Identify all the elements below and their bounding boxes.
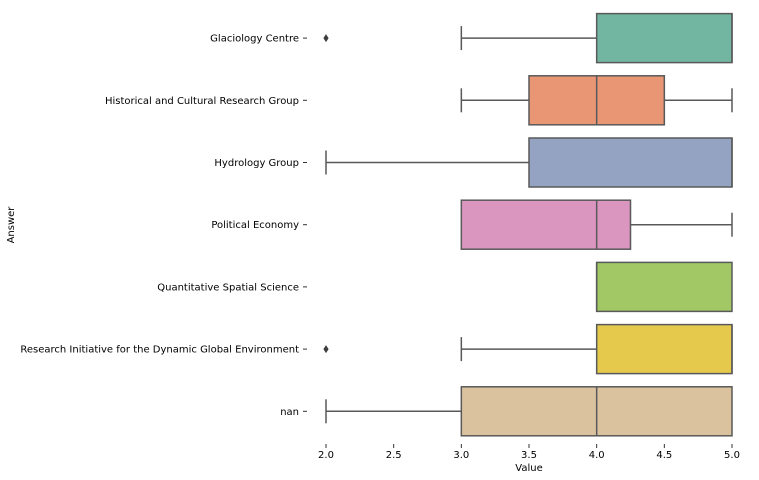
- y-tick-label: Research Initiative for the Dynamic Glob…: [20, 345, 299, 356]
- x-tick-label: 3.5: [521, 450, 537, 461]
- x-tick-label: 4.0: [589, 450, 605, 461]
- box-5: [323, 323, 733, 375]
- x-tick-label: 5.0: [724, 450, 740, 461]
- y-tick-label: Political Economy: [211, 220, 299, 231]
- outlier-point: [323, 345, 329, 354]
- box-4: [595, 261, 733, 313]
- x-tick-label: 4.5: [656, 450, 672, 461]
- y-tick-label: Hydrology Group: [214, 158, 299, 169]
- iqr-box: [595, 12, 733, 64]
- y-tick-label: Historical and Cultural Research Group: [105, 96, 299, 107]
- y-tick-label: Quantitative Spatial Science: [157, 282, 299, 293]
- x-tick-label: 2.0: [318, 450, 334, 461]
- x-axis: 2.0 2.5 3.0 3.5 4.0 4.5 5.0: [318, 444, 740, 461]
- box-3: [460, 199, 733, 250]
- box-0: [323, 12, 733, 64]
- box-2: [325, 137, 733, 188]
- iqr-box: [595, 261, 733, 313]
- x-axis-title: Value: [515, 463, 542, 474]
- box-1: [460, 75, 733, 126]
- x-tick-label: 3.0: [453, 450, 469, 461]
- y-axis: Glaciology Centre Historical and Cultural…: [20, 34, 307, 418]
- iqr-box: [595, 323, 733, 375]
- outlier-point: [323, 34, 329, 43]
- y-axis-title: Answer: [6, 206, 17, 244]
- iqr-box: [528, 137, 733, 188]
- boxes-layer: [323, 12, 733, 437]
- x-tick-label: 2.5: [386, 450, 402, 461]
- y-tick-label: Glaciology Centre: [210, 34, 299, 45]
- box-6: [325, 386, 733, 437]
- iqr-box: [460, 199, 632, 250]
- y-tick-label: nan: [280, 407, 299, 418]
